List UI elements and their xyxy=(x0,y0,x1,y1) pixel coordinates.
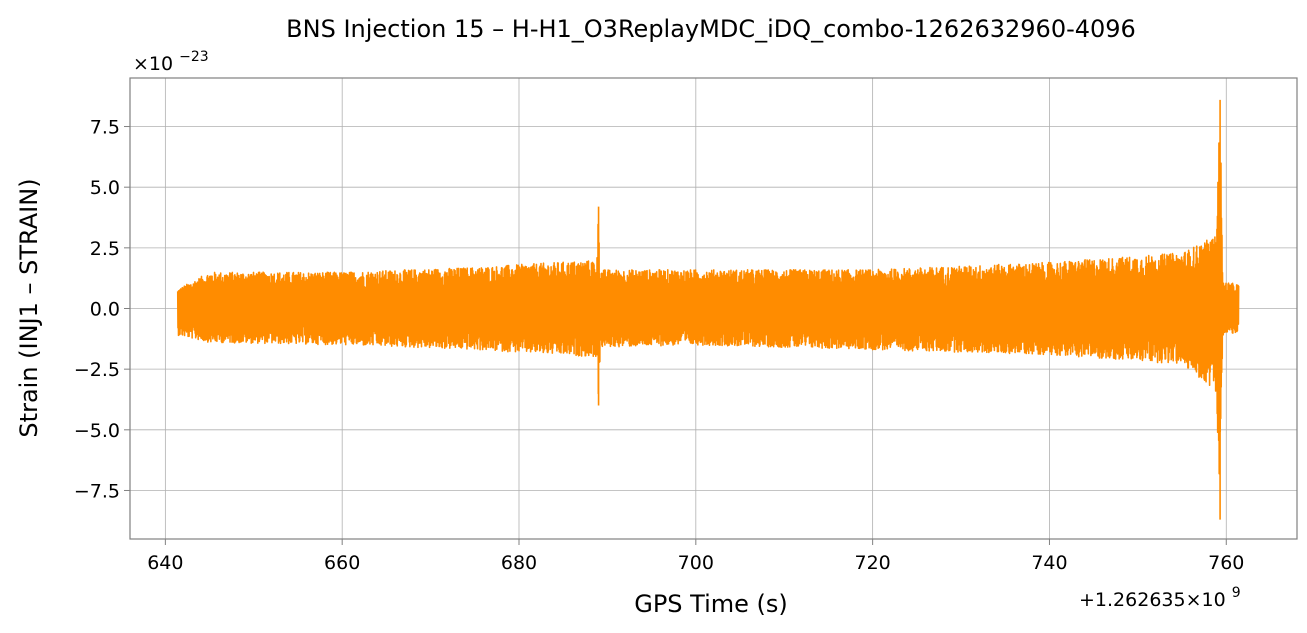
strain-series-line xyxy=(176,99,1240,520)
x-offset-exponent: 9 xyxy=(1232,585,1241,601)
x-offset-label: +1.262635×10 9 xyxy=(1079,585,1241,611)
x-axis: 640 660 680 700 720 740 760 xyxy=(147,539,1244,574)
y-axis-label: Strain (INJ1 – STRAIN) xyxy=(15,178,43,437)
x-tick-label: 740 xyxy=(1031,552,1067,574)
y-tick-label: 2.5 xyxy=(90,238,120,260)
x-tick-label: 760 xyxy=(1208,552,1244,574)
y-tick-label: −2.5 xyxy=(74,359,120,381)
y-tick-label: 7.5 xyxy=(90,117,120,139)
x-tick-label: 660 xyxy=(324,552,360,574)
x-axis-label: GPS Time (s) xyxy=(634,590,788,618)
y-tick-label: −5.0 xyxy=(74,420,120,442)
chart-title: BNS Injection 15 – H-H1_O3ReplayMDC_iDQ_… xyxy=(286,15,1136,43)
x-tick-label: 720 xyxy=(855,552,891,574)
x-offset-base: +1.262635×10 xyxy=(1079,589,1226,611)
y-tick-label: 5.0 xyxy=(90,177,120,199)
y-tick-label: −7.5 xyxy=(74,480,120,502)
y-scale-base: ×10 xyxy=(133,53,173,75)
y-tick-label: 0.0 xyxy=(90,299,120,321)
x-tick-label: 700 xyxy=(678,552,714,574)
plot-series xyxy=(176,99,1240,520)
y-axis: −7.5 −5.0 −2.5 0.0 2.5 5.0 7.5 xyxy=(74,117,130,502)
y-scale-label: ×10 −23 xyxy=(133,49,209,75)
y-scale-exponent: −23 xyxy=(179,49,209,65)
x-tick-label: 640 xyxy=(147,552,183,574)
x-tick-label: 680 xyxy=(501,552,537,574)
